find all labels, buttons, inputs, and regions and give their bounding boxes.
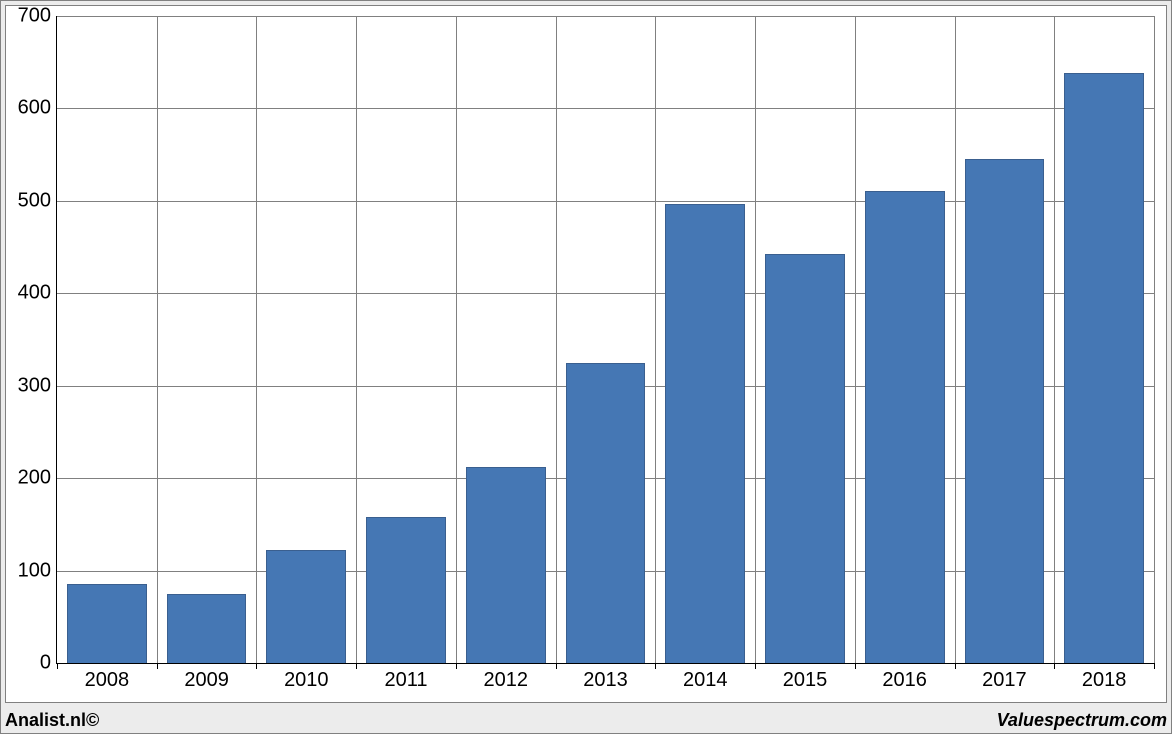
bar-2009 [167, 594, 247, 663]
x-tick-label: 2010 [284, 663, 329, 692]
bar-2014 [665, 204, 745, 663]
chart-footer: Analist.nl© Valuespectrum.com [5, 709, 1167, 731]
x-tick-mark [1054, 663, 1055, 669]
y-tick-label: 600 [18, 97, 57, 120]
x-tick-mark [1154, 663, 1155, 669]
plot-area: 0100200300400500600700200820092010201120… [56, 16, 1154, 664]
x-tick-label: 2016 [882, 663, 927, 692]
x-tick-mark [855, 663, 856, 669]
grid-line-v [1054, 16, 1055, 663]
bar-2015 [765, 254, 845, 663]
grid-line-v [855, 16, 856, 663]
y-tick-label: 0 [40, 652, 57, 675]
x-tick-mark [556, 663, 557, 669]
y-tick-label: 400 [18, 282, 57, 305]
x-tick-label: 2013 [583, 663, 628, 692]
x-tick-mark [955, 663, 956, 669]
grid-line-v [356, 16, 357, 663]
x-tick-mark [256, 663, 257, 669]
grid-line-v [955, 16, 956, 663]
bar-2013 [566, 363, 646, 663]
bar-2018 [1064, 73, 1144, 663]
y-tick-label: 300 [18, 374, 57, 397]
x-tick-mark [157, 663, 158, 669]
x-tick-label: 2018 [1082, 663, 1127, 692]
x-tick-mark [356, 663, 357, 669]
footer-right-text: Valuespectrum.com [997, 710, 1167, 731]
grid-line-v [556, 16, 557, 663]
bar-2008 [67, 584, 147, 663]
grid-line-h [57, 16, 1154, 17]
x-tick-label: 2015 [783, 663, 828, 692]
grid-line-v [256, 16, 257, 663]
bar-2010 [266, 550, 346, 663]
chart-inner-frame: 0 100 200 300 400 500 600 700 2008 2009 2010 2011 20… [5, 5, 1167, 703]
x-tick-label: 2009 [184, 663, 229, 692]
x-tick-label: 2017 [982, 663, 1027, 692]
x-tick-mark [57, 663, 58, 669]
grid-line-v [655, 16, 656, 663]
grid-line-v [157, 16, 158, 663]
y-tick-label: 700 [18, 5, 57, 28]
bar-2016 [865, 191, 945, 663]
x-tick-mark [755, 663, 756, 669]
y-tick-label: 200 [18, 467, 57, 490]
bar-2011 [366, 517, 446, 663]
x-tick-label: 2014 [683, 663, 728, 692]
bar-2017 [965, 159, 1045, 663]
x-tick-label: 2012 [484, 663, 529, 692]
grid-line-v [755, 16, 756, 663]
x-tick-label: 2008 [85, 663, 130, 692]
bar-2012 [466, 467, 546, 663]
x-tick-mark [655, 663, 656, 669]
grid-line-v [456, 16, 457, 663]
x-tick-label: 2011 [385, 663, 428, 692]
grid-line-v [1154, 16, 1155, 663]
y-tick-label: 500 [18, 189, 57, 212]
y-tick-label: 100 [18, 559, 57, 582]
x-tick-mark [456, 663, 457, 669]
chart-outer-frame: 0 100 200 300 400 500 600 700 2008 2009 2010 2011 20… [0, 0, 1172, 734]
grid-line-h [57, 108, 1154, 109]
footer-left-text: Analist.nl© [5, 710, 99, 731]
